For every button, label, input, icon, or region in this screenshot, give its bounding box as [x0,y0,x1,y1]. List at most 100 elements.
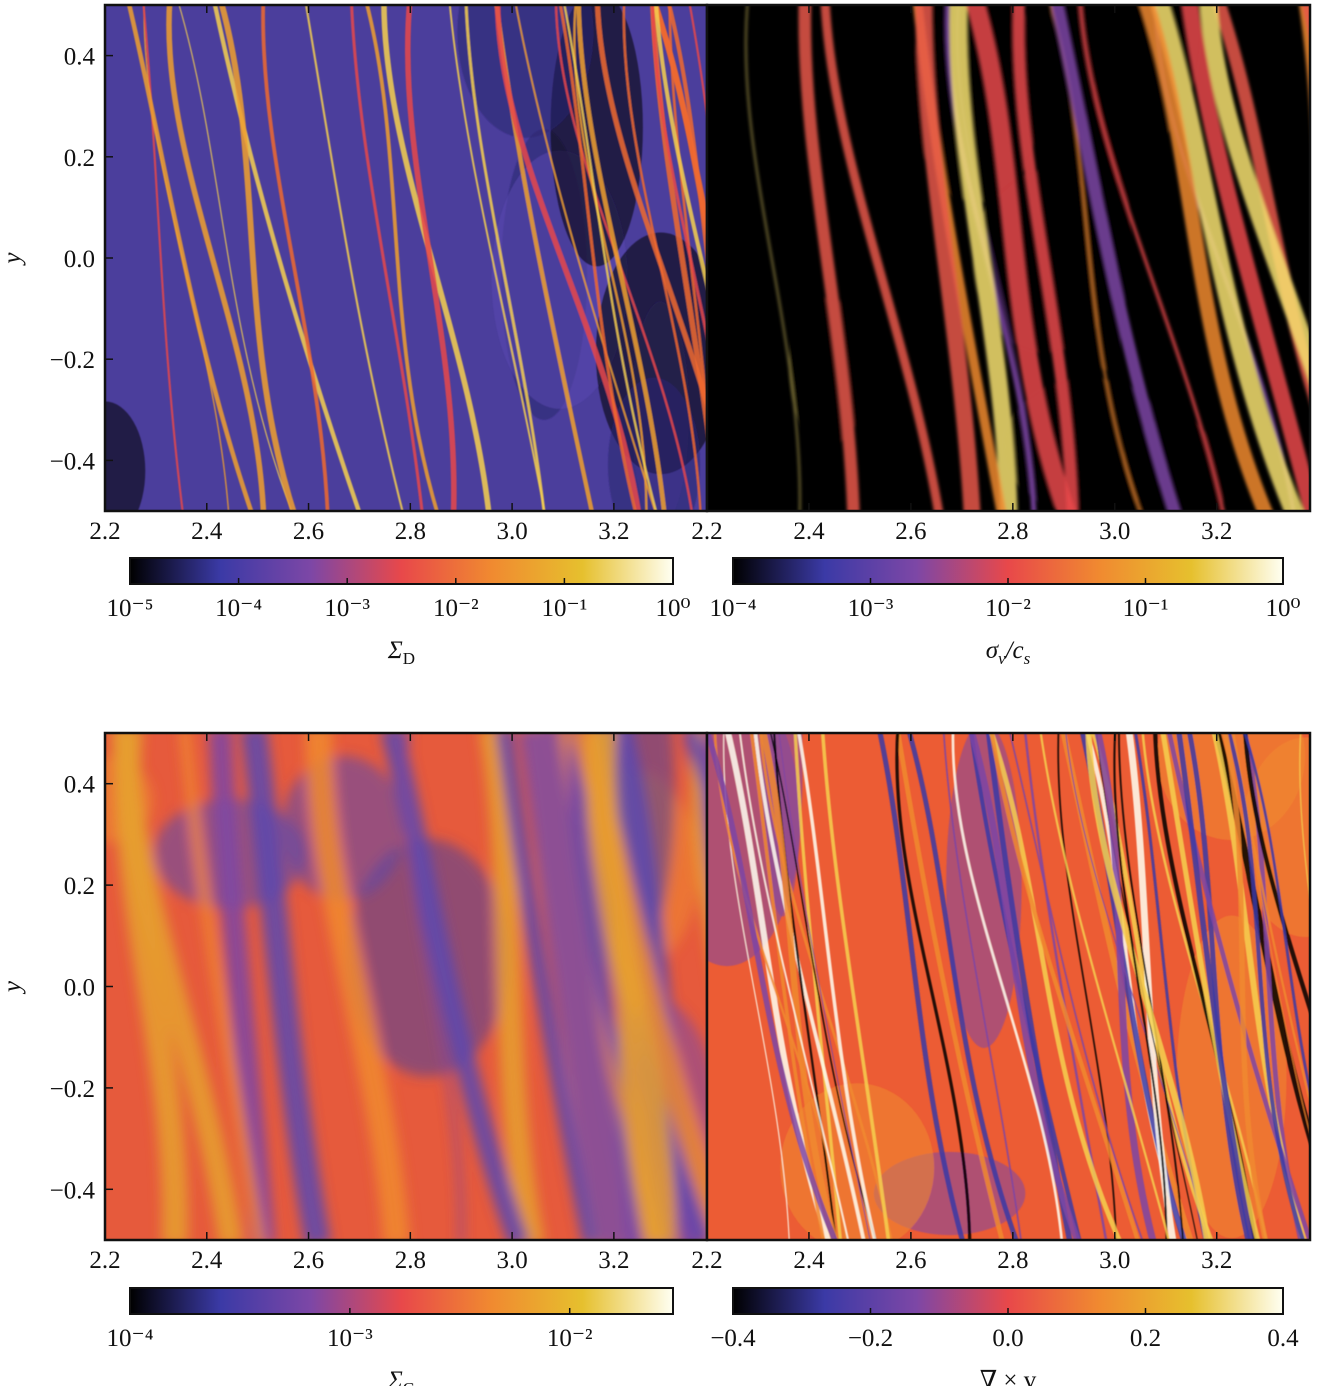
x-tick-label: 2.6 [293,518,324,545]
heatmap-streak [949,5,1018,511]
heatmap-streak [518,733,640,1240]
heatmap-streak [350,5,424,511]
heatmap-texture [745,5,1310,511]
x-tick-label: 2.8 [395,518,426,545]
y-axis-label: y [0,980,26,995]
colorbar-tick-label: 10⁻² [985,595,1031,622]
x-tick-label: 2.4 [793,1247,825,1274]
x-tick-label: 2.2 [691,518,722,545]
x-tick-label: 2.2 [691,1247,722,1274]
heatmap-texture [707,728,1323,1245]
heatmap-streak [895,733,1005,1240]
heatmap-streak [989,733,1140,1240]
x-tick-label: 3.2 [1201,518,1232,545]
colorbar-label: σv/cs [986,637,1031,668]
x-tick-label: 2.4 [793,518,825,545]
x-tick-label: 2.6 [895,518,926,545]
x-tick-label: 2.4 [191,518,223,545]
heatmap-streak [820,733,891,1240]
x-tick-label: 3.0 [496,1247,527,1274]
y-axis-label: y [0,252,26,267]
heatmap-streak [1051,5,1181,511]
heatmap-streak [988,733,1122,1240]
heatmap-streak [563,5,658,511]
heatmap-streak [1160,733,1261,1240]
heatmap-streak [496,733,599,1240]
y-tick-label: −0.2 [50,347,95,374]
colorbar-label: ΣG [387,1367,415,1386]
heatmap-streak [1226,733,1306,1240]
colorbar-label-part: ∇ × v [980,1367,1037,1386]
heatmap-streak [707,733,838,1240]
x-tick-label: 3.0 [496,518,527,545]
colorbar-tick-label: 10⁻⁴ [107,1325,154,1352]
x-tick-label: 2.4 [191,1247,223,1274]
colorbar-tick-label: 10⁻¹ [542,595,588,622]
heatmap-streak [218,5,297,511]
heatmap-streak [1320,728,1323,1245]
y-tick-label: 0.0 [64,246,95,273]
heatmap-streak [745,5,801,511]
colorbar-tick-label: 10⁻⁵ [107,595,154,622]
heatmap-streak [1141,733,1268,1240]
heatmap-streak [1186,733,1251,1240]
heatmap-streak [877,733,965,1240]
heatmap-streak [1166,733,1310,1240]
heatmap-streak [688,5,707,124]
colorbar-label-part: σ [986,637,1000,664]
y-tick-label: 0.2 [64,873,95,900]
heatmap-streak [403,733,464,1240]
heatmap-streak [1012,5,1079,511]
heatmap-texture [105,733,707,1240]
heatmap-streak [951,733,1064,1240]
heatmap-streak [305,733,410,1240]
colorbar-label: ∇ × v [980,1367,1037,1386]
colorbar-tick-label: 10⁻³ [848,595,894,622]
heatmap-streak [1009,733,1144,1240]
heatmap-streak [966,5,1077,511]
colorbar-tick-label: 10⁻⁴ [215,595,262,622]
colorbar-tick-label: 0.2 [1130,1325,1161,1352]
heatmap-streak [166,5,267,511]
x-tick-label: 2.2 [89,518,120,545]
y-tick-label: −0.4 [50,1177,96,1204]
plot-frame [705,3,1312,513]
y-tick-label: 0.0 [64,975,95,1002]
y-tick-label: 0.2 [64,145,95,172]
colorbar-label-part: Σ [387,1367,403,1386]
heatmap-image [707,5,1310,511]
heatmap-streak [585,733,677,1240]
heatmap-streak [1113,733,1168,1240]
x-tick-label: 3.2 [598,518,629,545]
heatmap-patch [105,401,146,511]
heatmap-image [707,728,1323,1245]
heatmap-streak [126,5,254,511]
colorbar [129,1287,674,1315]
heatmap-streak [448,5,546,511]
colorbar-tick-label: 10⁻² [547,1325,593,1352]
heatmap-streak [798,5,860,511]
colorbar-label-part: Σ [387,637,403,664]
heatmap-streak [241,733,331,1240]
heatmap-streak [142,5,184,511]
x-tick-label: 3.0 [1099,1247,1130,1274]
y-tick-label: 0.4 [64,772,96,799]
heatmap-streak [365,5,439,511]
colorbar [129,557,674,585]
heatmap-streak [651,5,707,344]
x-tick-label: 2.8 [997,1247,1028,1274]
x-tick-label: 2.6 [895,1247,926,1274]
heatmap-streak [915,5,981,511]
colorbar-label-part: v [998,649,1006,668]
x-tick-label: 2.6 [293,1247,324,1274]
heatmap-streak [404,5,457,511]
x-tick-label: 2.8 [997,518,1028,545]
heatmap-streak [1243,733,1310,1017]
colorbar-tick-label: 10⁻³ [324,595,370,622]
x-tick-label: 3.2 [1201,1247,1232,1274]
x-tick-label: 3.0 [1099,518,1130,545]
heatmap-streak [797,733,877,1240]
colorbar-label: ΣD [387,637,415,668]
heatmap-image [105,5,707,511]
